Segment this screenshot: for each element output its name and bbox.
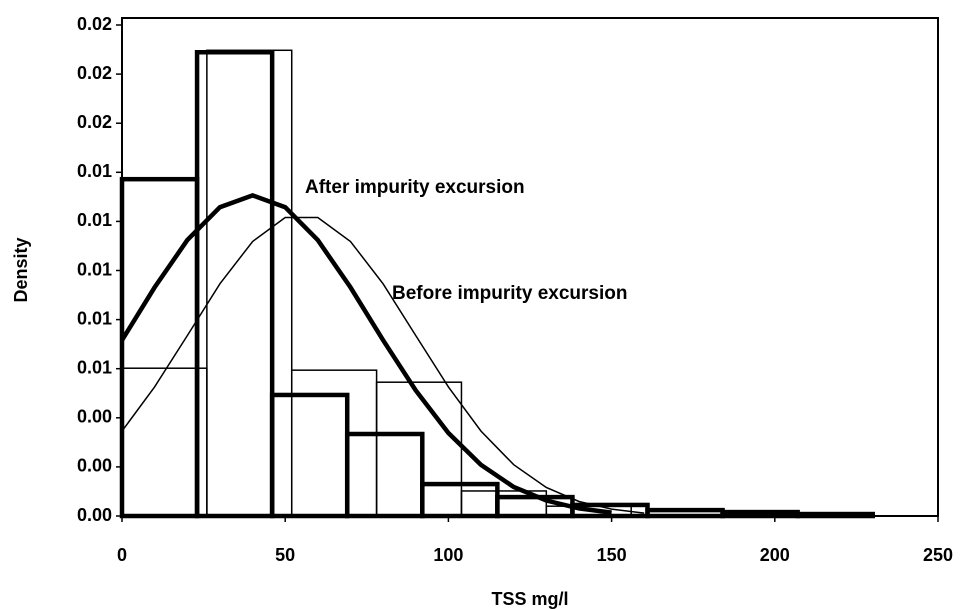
x-axis-label: TSS mg/l <box>491 589 568 609</box>
histogram-bar <box>720 509 800 519</box>
y-tick-label: 0.00 <box>77 456 112 476</box>
x-tick-label: 250 <box>923 545 953 565</box>
histogram-bar <box>119 176 200 519</box>
histogram-bar <box>344 431 425 519</box>
histogram-bar <box>194 50 275 519</box>
plot-frame <box>121 17 939 517</box>
histogram-bar <box>121 367 208 517</box>
density-curve <box>121 216 645 514</box>
y-tick-label: 0.02 <box>77 112 112 132</box>
y-axis-label: Density <box>11 237 31 302</box>
y-tick-label: 0.01 <box>77 357 112 377</box>
y-tick-label: 0.01 <box>77 161 112 181</box>
histogram-bar <box>795 511 875 519</box>
y-tick-label: 0.01 <box>77 210 112 230</box>
x-tick-label: 0 <box>117 545 127 565</box>
y-tick-label: 0.02 <box>77 63 112 83</box>
density-curve <box>120 193 612 515</box>
x-tick-label: 100 <box>433 545 463 565</box>
histogram-bar <box>206 49 293 517</box>
histogram-bar <box>375 381 463 517</box>
curve-label: Before impurity excursion <box>392 283 627 304</box>
x-tick-label: 200 <box>760 545 790 565</box>
y-tick-label: 0.02 <box>77 14 112 34</box>
y-tick-label: 0.00 <box>77 505 112 525</box>
curve-label: After impurity excursion <box>305 177 525 198</box>
histogram-bar <box>645 507 725 519</box>
y-tick-label: 0.00 <box>77 407 112 427</box>
x-tick-label: 50 <box>275 545 295 565</box>
histogram-bar <box>460 490 548 517</box>
histogram-bar <box>269 392 350 519</box>
y-tick-label: 0.01 <box>77 259 112 279</box>
histogram-bar <box>290 369 378 517</box>
y-tick-label: 0.01 <box>77 308 112 328</box>
x-tick-label: 150 <box>597 545 627 565</box>
histogram-bar <box>420 481 500 519</box>
